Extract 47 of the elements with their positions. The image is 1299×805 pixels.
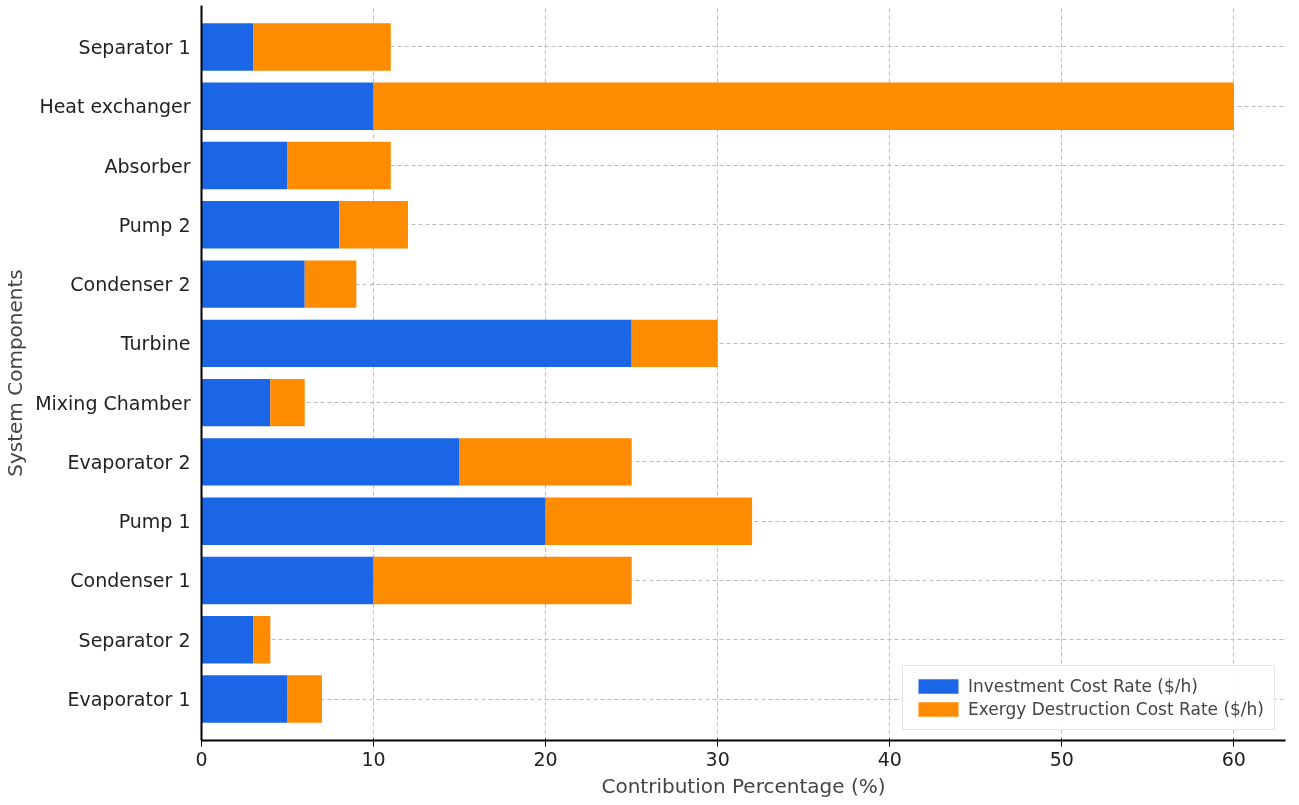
bar (201, 556, 374, 605)
x-tick-label: 0 (195, 747, 208, 770)
bar (270, 378, 305, 427)
y-axis-title: System Components (3, 269, 28, 477)
x-tick-label: 30 (705, 747, 730, 770)
x-axis-title: Contribution Percentage (%) (601, 773, 886, 798)
bar (304, 260, 357, 308)
bar (201, 82, 374, 130)
x-tick-label: 10 (361, 747, 386, 770)
y-tick-label: Mixing Chamber (35, 391, 191, 414)
bar (253, 616, 271, 664)
bar (201, 23, 254, 71)
legend-label: Exergy Destruction Cost Rate ($/h) (968, 699, 1264, 719)
y-tick-label: Condenser 2 (70, 273, 191, 296)
legend-label: Investment Cost Rate ($/h) (968, 676, 1198, 696)
bar (201, 378, 271, 427)
y-tick-label: Condenser 1 (70, 569, 191, 592)
bar (201, 616, 254, 664)
bar (339, 201, 408, 249)
bar (545, 497, 753, 545)
y-tick-label: Evaporator 1 (67, 688, 191, 711)
bar (201, 675, 288, 723)
bar (631, 319, 718, 368)
y-tick-label: Pump 2 (118, 213, 191, 236)
y-tick-label: Evaporator 2 (67, 450, 191, 473)
x-tick-label: 50 (1049, 747, 1074, 770)
bar (201, 141, 288, 190)
bar (373, 82, 1234, 130)
bar (201, 319, 632, 368)
bar (287, 141, 391, 190)
y-tick-label: Separator 1 (78, 35, 191, 58)
bar (201, 497, 546, 545)
x-tick-label: 40 (877, 747, 902, 770)
x-tick-label: 20 (533, 747, 558, 770)
y-tick-label: Absorber (104, 154, 191, 177)
x-tick-label: 60 (1221, 747, 1246, 770)
bar (201, 260, 305, 308)
y-tick-label: Heat exchanger (39, 95, 191, 118)
y-tick-label: Separator 2 (78, 628, 191, 651)
bar (373, 556, 632, 605)
bar (201, 438, 460, 486)
bar (253, 23, 391, 71)
bar (459, 438, 632, 486)
y-tick-label: Pump 1 (118, 510, 191, 533)
bar (201, 201, 340, 249)
y-tick-label: Turbine (119, 332, 191, 355)
bar (287, 675, 322, 723)
